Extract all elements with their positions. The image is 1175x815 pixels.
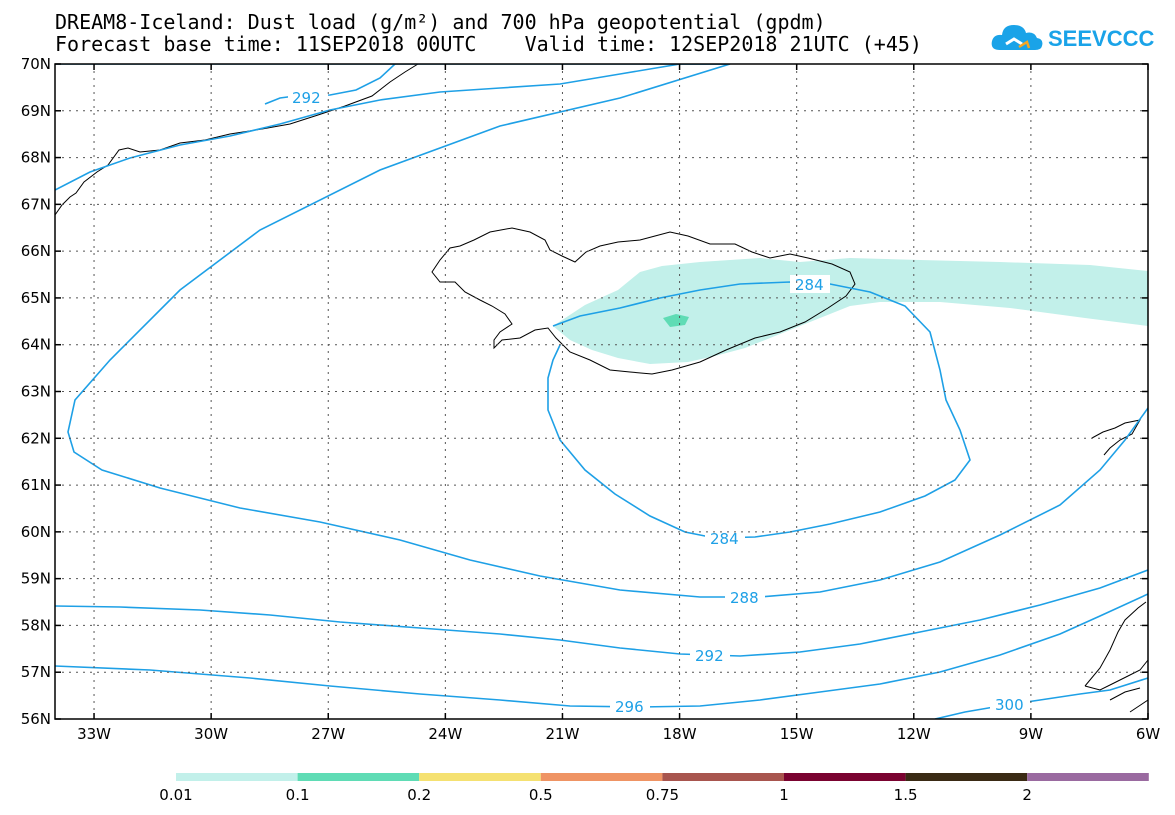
lat-label: 58N xyxy=(21,616,51,634)
colorbar-swatch xyxy=(540,773,663,781)
lat-label: 65N xyxy=(21,289,51,307)
contour-label: 284 xyxy=(710,530,739,548)
cloud-logo-icon xyxy=(991,25,1043,50)
contour-label: 292 xyxy=(695,647,724,665)
colorbar-swatch xyxy=(784,773,906,781)
coastlines xyxy=(55,64,1148,713)
lon-labels: 33W 30W 27W 24W 21W 18W 15W 12W 9W 6W xyxy=(77,725,1160,743)
lon-label: 30W xyxy=(194,725,228,743)
dust-area-low xyxy=(553,258,1148,364)
contour-296 xyxy=(55,593,1148,708)
map-title: DREAM8-Iceland: Dust load (g/m²) and 700… xyxy=(55,10,826,34)
colorbar-label: 1 xyxy=(779,786,789,804)
contour-288 xyxy=(55,64,730,191)
contour-labels: 292 284 284 288 292 296 300 xyxy=(288,88,1030,716)
lat-label: 69N xyxy=(21,102,51,120)
lat-labels: 70N 69N 68N 67N 66N 65N 64N 63N 62N 61N 60N 59N 58N 5… xyxy=(21,55,51,728)
colorbar-labels: 0.01 0.1 0.2 0.5 0.75 1 1.5 2 xyxy=(159,786,1032,804)
contour-284 xyxy=(547,281,971,539)
lat-label: 70N xyxy=(21,55,51,73)
colorbar-label: 0.5 xyxy=(529,786,553,804)
lon-label: 27W xyxy=(311,725,345,743)
lon-label: 33W xyxy=(77,725,111,743)
lat-label: 57N xyxy=(21,663,51,681)
contour-300 xyxy=(934,677,1148,719)
colorbar-swatch xyxy=(176,773,298,781)
contour-label: 284 xyxy=(795,276,824,294)
lat-label: 59N xyxy=(21,570,51,588)
contour-label: 300 xyxy=(995,696,1024,714)
colorbar-swatch xyxy=(297,773,420,781)
lat-label: 62N xyxy=(21,429,51,447)
axis-ticks xyxy=(55,63,1149,720)
colorbar-swatch xyxy=(419,773,541,781)
lon-label: 21W xyxy=(546,725,580,743)
lon-label: 18W xyxy=(663,725,697,743)
lon-label: 15W xyxy=(780,725,814,743)
contour-292-top xyxy=(264,64,396,105)
lon-label: 6W xyxy=(1136,725,1161,743)
dust-area-mid xyxy=(663,314,689,327)
lat-label: 63N xyxy=(21,383,51,401)
colorbar-label: 0.2 xyxy=(407,786,431,804)
colorbar xyxy=(176,773,1149,781)
map-subtitle: Forecast base time: 11SEP2018 00UTC Vali… xyxy=(55,32,922,56)
plot-frame xyxy=(54,63,1149,720)
lon-label: 12W xyxy=(897,725,931,743)
logo-text: SEEVCCC xyxy=(1048,26,1155,51)
colorbar-label: 2 xyxy=(1022,786,1032,804)
lat-label: 68N xyxy=(21,149,51,167)
lat-label: 60N xyxy=(21,523,51,541)
lat-label: 61N xyxy=(21,476,51,494)
contour-label: 296 xyxy=(615,698,644,716)
contour-label: 292 xyxy=(292,89,321,107)
colorbar-label: 0.1 xyxy=(286,786,310,804)
contour-292 xyxy=(55,569,1148,657)
colorbar-label: 1.5 xyxy=(894,786,918,804)
colorbar-label: 0.75 xyxy=(646,786,679,804)
colorbar-swatch xyxy=(905,773,1028,781)
lat-label: 66N xyxy=(21,242,51,260)
contour-outer-loop xyxy=(55,64,1148,598)
lat-label: 67N xyxy=(21,195,51,213)
contour-label: 288 xyxy=(730,589,759,607)
lon-label: 9W xyxy=(1019,725,1044,743)
colorbar-swatch xyxy=(662,773,784,781)
colorbar-swatch xyxy=(1027,773,1149,781)
lat-label: 64N xyxy=(21,336,51,354)
lat-label: 56N xyxy=(21,710,51,728)
lon-label: 24W xyxy=(428,725,462,743)
grid-lines xyxy=(55,64,1148,719)
contours xyxy=(55,64,1148,719)
colorbar-label: 0.01 xyxy=(159,786,192,804)
